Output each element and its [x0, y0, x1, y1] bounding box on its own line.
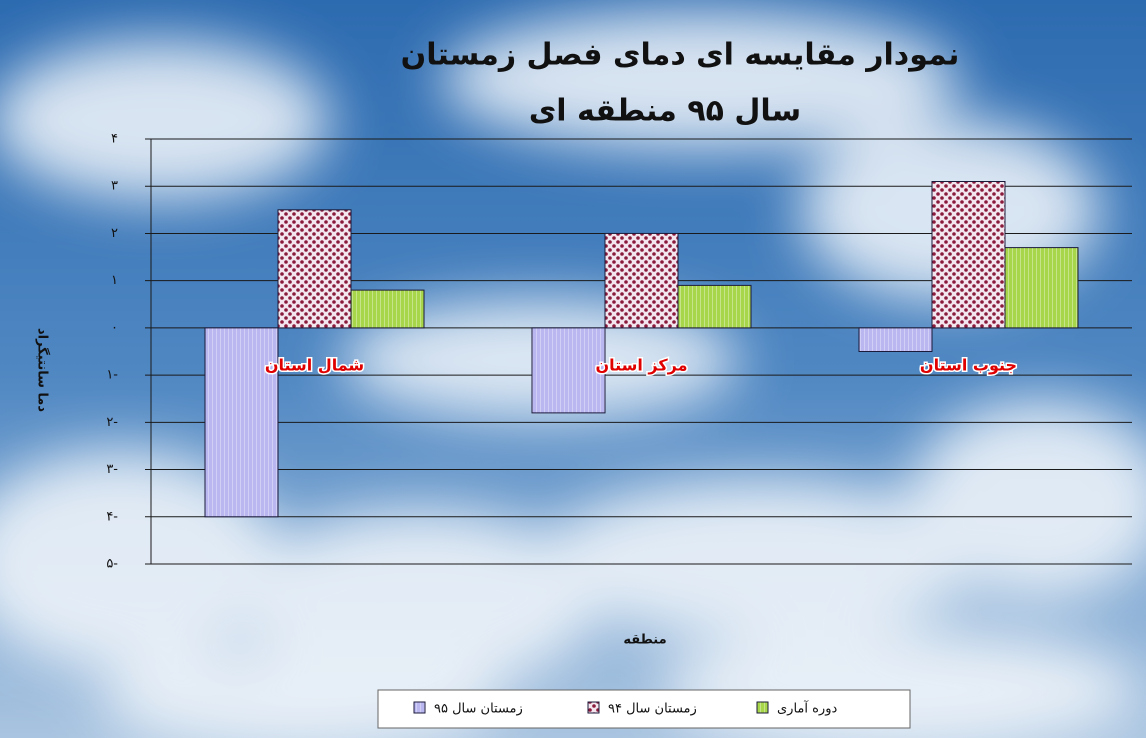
- y-tick-label: ۴-: [106, 509, 118, 524]
- bar: [1004, 247, 1079, 329]
- legend-label: زمستان سال ۹۵: [434, 702, 523, 717]
- x-axis-title: منطقه: [623, 633, 666, 648]
- chart-title: نمودار مقایسه ای دمای فصل زمستان: [401, 38, 960, 73]
- bar: [531, 327, 606, 414]
- y-tick-label: ۳: [111, 179, 118, 194]
- y-tick-label: ۲: [111, 226, 118, 241]
- legend-swatch: [413, 701, 426, 714]
- y-tick-label: ۲-: [106, 415, 118, 430]
- bar: [858, 327, 933, 352]
- chart-subtitle: سال ۹۵ منطقه ای: [529, 94, 801, 129]
- y-tick-label: ۱-: [106, 368, 118, 383]
- bar: [204, 327, 279, 518]
- legend-swatch: [756, 701, 769, 714]
- y-tick-label: ۰: [111, 320, 118, 335]
- bar: [931, 181, 1006, 329]
- bar: [277, 209, 352, 329]
- bar: [604, 232, 679, 329]
- legend-label: زمستان سال ۹۴: [608, 702, 697, 717]
- y-tick-label: ۵-: [106, 557, 118, 572]
- bar: [677, 284, 752, 329]
- y-tick-label: ۱: [111, 273, 118, 288]
- category-label: شمال استان: [265, 355, 364, 374]
- category-label: مرکز استان: [595, 355, 687, 374]
- y-tick-label: ۳-: [106, 462, 118, 477]
- legend: [377, 689, 911, 729]
- category-label: جنوب استان: [920, 355, 1017, 374]
- bar: [350, 289, 425, 329]
- y-axis-title: دما سانتیگراد: [35, 328, 51, 412]
- legend-label: دوره آماری: [777, 700, 837, 717]
- legend-swatch: [587, 701, 600, 714]
- y-tick-label: ۴: [111, 132, 118, 147]
